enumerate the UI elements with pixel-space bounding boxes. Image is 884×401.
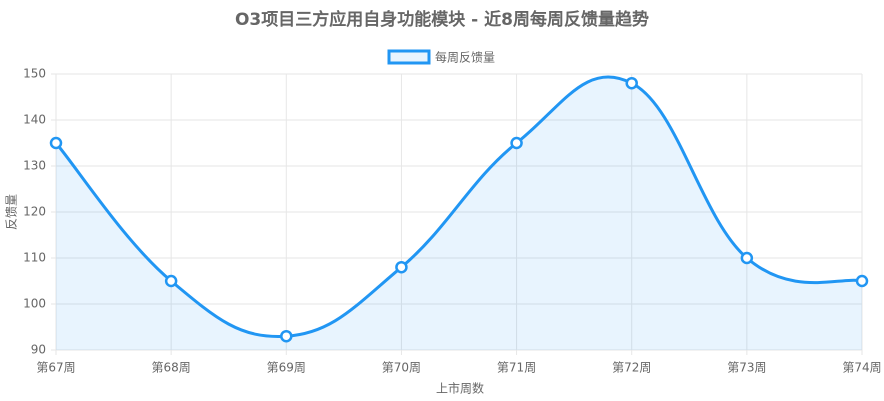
x-tick-label: 第68周 <box>152 361 191 375</box>
point <box>510 136 523 150</box>
y-axis-label: 反馈量 <box>5 194 19 230</box>
chart-title: O3项目三方应用自身功能模块 - 近8周每周反馈量趋势 <box>235 9 649 30</box>
point <box>625 76 638 90</box>
point <box>49 136 63 150</box>
y-tick-label: 140 <box>23 113 46 127</box>
y-tick-label: 130 <box>23 159 46 173</box>
x-tick-label: 第73周 <box>727 361 766 375</box>
area <box>56 77 862 350</box>
line <box>54 75 863 338</box>
x-tick-label: 第74周 <box>842 361 881 375</box>
point <box>855 274 869 288</box>
point <box>740 251 754 265</box>
x-tick-label: 第67周 <box>36 361 75 375</box>
legend-swatch <box>387 49 431 65</box>
y-tick-label: 120 <box>23 205 46 219</box>
point <box>280 329 293 343</box>
legend-label: 每周反馈量 <box>435 50 495 65</box>
y-tick-label: 110 <box>23 251 46 265</box>
x-tick-label: 第69周 <box>267 361 306 375</box>
x-axis-label: 上市周数 <box>436 381 484 396</box>
point <box>164 274 178 288</box>
x-tick-label: 第70周 <box>382 361 421 375</box>
x-tick-label: 第72周 <box>612 361 651 375</box>
y-tick-label: 150 <box>23 67 46 81</box>
point <box>395 260 408 274</box>
y-tick-label: 100 <box>23 297 46 311</box>
x-tick-label: 第71周 <box>497 361 536 375</box>
y-tick-label: 90 <box>31 343 46 357</box>
